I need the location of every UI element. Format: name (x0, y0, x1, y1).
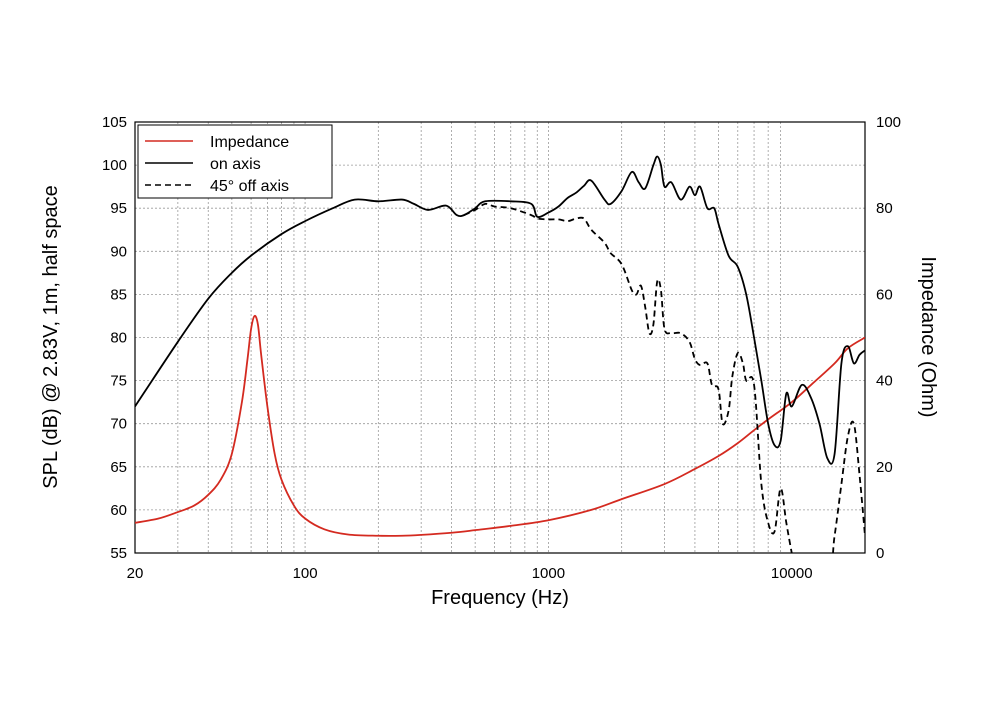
y-right-tick-label: 60 (876, 286, 893, 303)
y-right-tick-label: 20 (876, 459, 893, 476)
y-left-tick-label: 85 (110, 286, 127, 303)
x-tick-label: 20 (127, 565, 144, 582)
y-left-tick-label: 80 (110, 330, 127, 347)
legend-label-on-axis: on axis (210, 156, 261, 173)
y-left-tick-label: 55 (110, 545, 127, 562)
y-left-tick-label: 65 (110, 459, 127, 476)
x-axis-label: Frequency (Hz) (431, 587, 569, 609)
series-layer (135, 155, 865, 553)
y-left-tick-label: 105 (102, 114, 127, 131)
series-impedance-line (135, 314, 865, 537)
x-tick-label: 100 (293, 565, 318, 582)
y-right-tick-label: 40 (876, 373, 893, 390)
legend: Impedance on axis 45° off axis (137, 124, 333, 199)
y-left-tick-label: 95 (110, 200, 127, 217)
y-axis-right-label: Impedance (Ohm) (917, 256, 939, 417)
legend-label-impedance: Impedance (210, 134, 289, 151)
y-left-tick-label: 75 (110, 373, 127, 390)
y-right-tick-label: 0 (876, 545, 884, 562)
y-left-tick-label: 90 (110, 243, 127, 260)
y-left-tick-label: 100 (102, 157, 127, 174)
series-off-axis-line (463, 202, 865, 553)
x-tick-label: 1000 (532, 565, 565, 582)
y-left-tick-label: 60 (110, 502, 127, 519)
y-right-tick-label: 100 (876, 114, 901, 131)
legend-label-off-axis: 45° off axis (210, 178, 289, 195)
tick-labels: 20 100 1000 10000 55 60 65 70 75 80 85 90 95 100 105 0 2… (102, 114, 901, 582)
y-right-tick-label: 80 (876, 200, 893, 217)
x-tick-label: 10000 (771, 565, 813, 582)
y-left-tick-label: 70 (110, 416, 127, 433)
legend-box (137, 124, 333, 199)
series-on-axis-line (135, 155, 865, 465)
y-axis-left-label: SPL (dB) @ 2.83V, 1m, half space (40, 185, 62, 488)
